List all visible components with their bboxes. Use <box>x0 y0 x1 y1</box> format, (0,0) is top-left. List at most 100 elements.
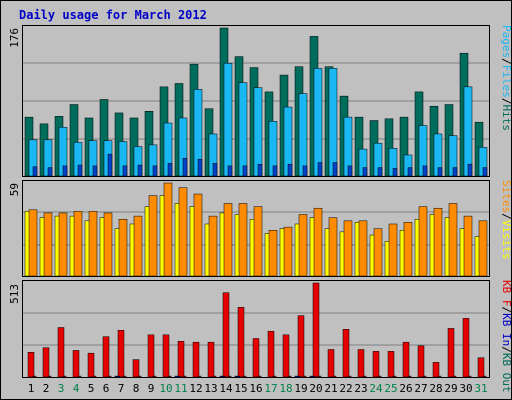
day-label: 7 <box>118 382 125 395</box>
panel-2-max-label: 59 <box>8 183 21 196</box>
pages-bar <box>167 163 173 177</box>
files-bar <box>238 82 248 177</box>
pages-bar <box>272 165 278 177</box>
pages-bar <box>422 165 428 177</box>
sites-bar <box>373 228 383 277</box>
kbout-bar <box>477 357 485 378</box>
pages-bar <box>347 165 353 177</box>
day-label: 8 <box>133 382 140 395</box>
sites-bar <box>43 212 53 277</box>
kbout-bar <box>42 347 50 378</box>
pages-bar <box>302 165 308 177</box>
kbf-bar <box>77 375 82 378</box>
day-label: 5 <box>88 382 95 395</box>
kbout-bar <box>57 327 65 378</box>
sites-bar <box>178 187 188 277</box>
pages-bar <box>182 158 188 177</box>
panel-1-border <box>22 25 490 177</box>
pages-bar <box>407 167 413 177</box>
kbf-bar <box>407 375 412 378</box>
kbout-bar <box>117 330 125 378</box>
kbin-bar <box>174 375 181 378</box>
panel-1-max-label: 176 <box>8 28 21 48</box>
sites-bar <box>343 220 353 277</box>
kbout-bar <box>327 349 335 378</box>
kbf-bar <box>167 375 172 378</box>
kbf-bar <box>227 375 232 378</box>
kbout-bar <box>252 338 260 378</box>
panel-3-legend: KB F/KB In/KB Out <box>500 280 512 393</box>
kbf-bar <box>137 375 142 378</box>
kbout-bar <box>462 318 470 378</box>
legend-part: / <box>500 213 512 220</box>
kbout-bar <box>72 350 80 378</box>
sites-bar <box>328 217 338 277</box>
kbout-bar <box>267 330 275 378</box>
sites-bar <box>268 230 278 277</box>
pages-bar <box>227 165 233 177</box>
files-bar <box>463 86 473 177</box>
kbin-bar <box>294 375 301 378</box>
day-label: 24 <box>369 382 383 395</box>
sites-bar <box>358 220 368 277</box>
kbf-bar <box>122 375 127 378</box>
day-label: 11 <box>174 382 187 395</box>
kbout-bar <box>282 334 290 378</box>
day-label: 14 <box>219 382 233 395</box>
day-label: 19 <box>294 382 307 395</box>
sites-bar <box>463 215 473 277</box>
files-bar <box>328 68 338 177</box>
kbf-bar <box>197 375 202 378</box>
sites-bar <box>478 220 488 277</box>
kbout-bar <box>312 282 320 378</box>
day-label: 20 <box>309 382 322 395</box>
legend-part: KB F <box>500 280 512 307</box>
day-label: 16 <box>249 382 262 395</box>
kbout-bar <box>342 329 350 378</box>
kbin-bar <box>114 375 121 378</box>
kbout-bar <box>447 328 455 378</box>
kbout-bar <box>222 292 230 378</box>
sites-bar <box>298 214 308 277</box>
kbf-bar <box>482 375 487 378</box>
pages-bar <box>317 162 323 177</box>
kbin-bar <box>234 375 241 378</box>
kbout-bar <box>402 341 410 378</box>
pages-bar <box>77 164 83 177</box>
files-bar <box>223 63 233 177</box>
files-bar <box>313 68 323 177</box>
kbf-bar <box>347 375 352 378</box>
day-label: 22 <box>339 382 352 395</box>
chart-title: Daily usage for March 2012 <box>19 8 207 22</box>
pages-bar <box>377 167 383 177</box>
sites-bar <box>28 209 38 277</box>
pages-bar <box>47 167 53 177</box>
kbout-bar <box>132 359 140 378</box>
sites-bar <box>118 219 128 277</box>
day-label: 10 <box>159 382 172 395</box>
panel-1-legend: Pages/Files/Hits <box>500 25 512 131</box>
kbf-bar <box>392 375 397 378</box>
panel-2-legend: Sites/Visits <box>500 180 512 260</box>
sites-bar <box>433 207 443 277</box>
sites-bar <box>103 212 113 277</box>
kbout-bar <box>162 334 170 378</box>
kbf-bar <box>317 375 322 378</box>
kbf-bar <box>212 375 217 378</box>
day-label: 4 <box>73 382 80 395</box>
day-label: 29 <box>444 382 457 395</box>
kbf-bar <box>62 375 67 378</box>
legend-part: / <box>500 346 512 353</box>
kbf-bar <box>287 375 292 378</box>
kbout-bar <box>357 349 365 378</box>
sites-bar <box>313 207 323 277</box>
day-label: 25 <box>384 382 397 395</box>
day-label: 26 <box>399 382 412 395</box>
kbout-bar <box>297 315 305 378</box>
sites-bar <box>253 206 263 277</box>
pages-bar <box>482 167 488 177</box>
legend-part: Sites <box>500 180 512 213</box>
sites-bar <box>238 203 248 277</box>
kbf-bar <box>437 375 442 378</box>
legend-part: Files <box>500 65 512 98</box>
